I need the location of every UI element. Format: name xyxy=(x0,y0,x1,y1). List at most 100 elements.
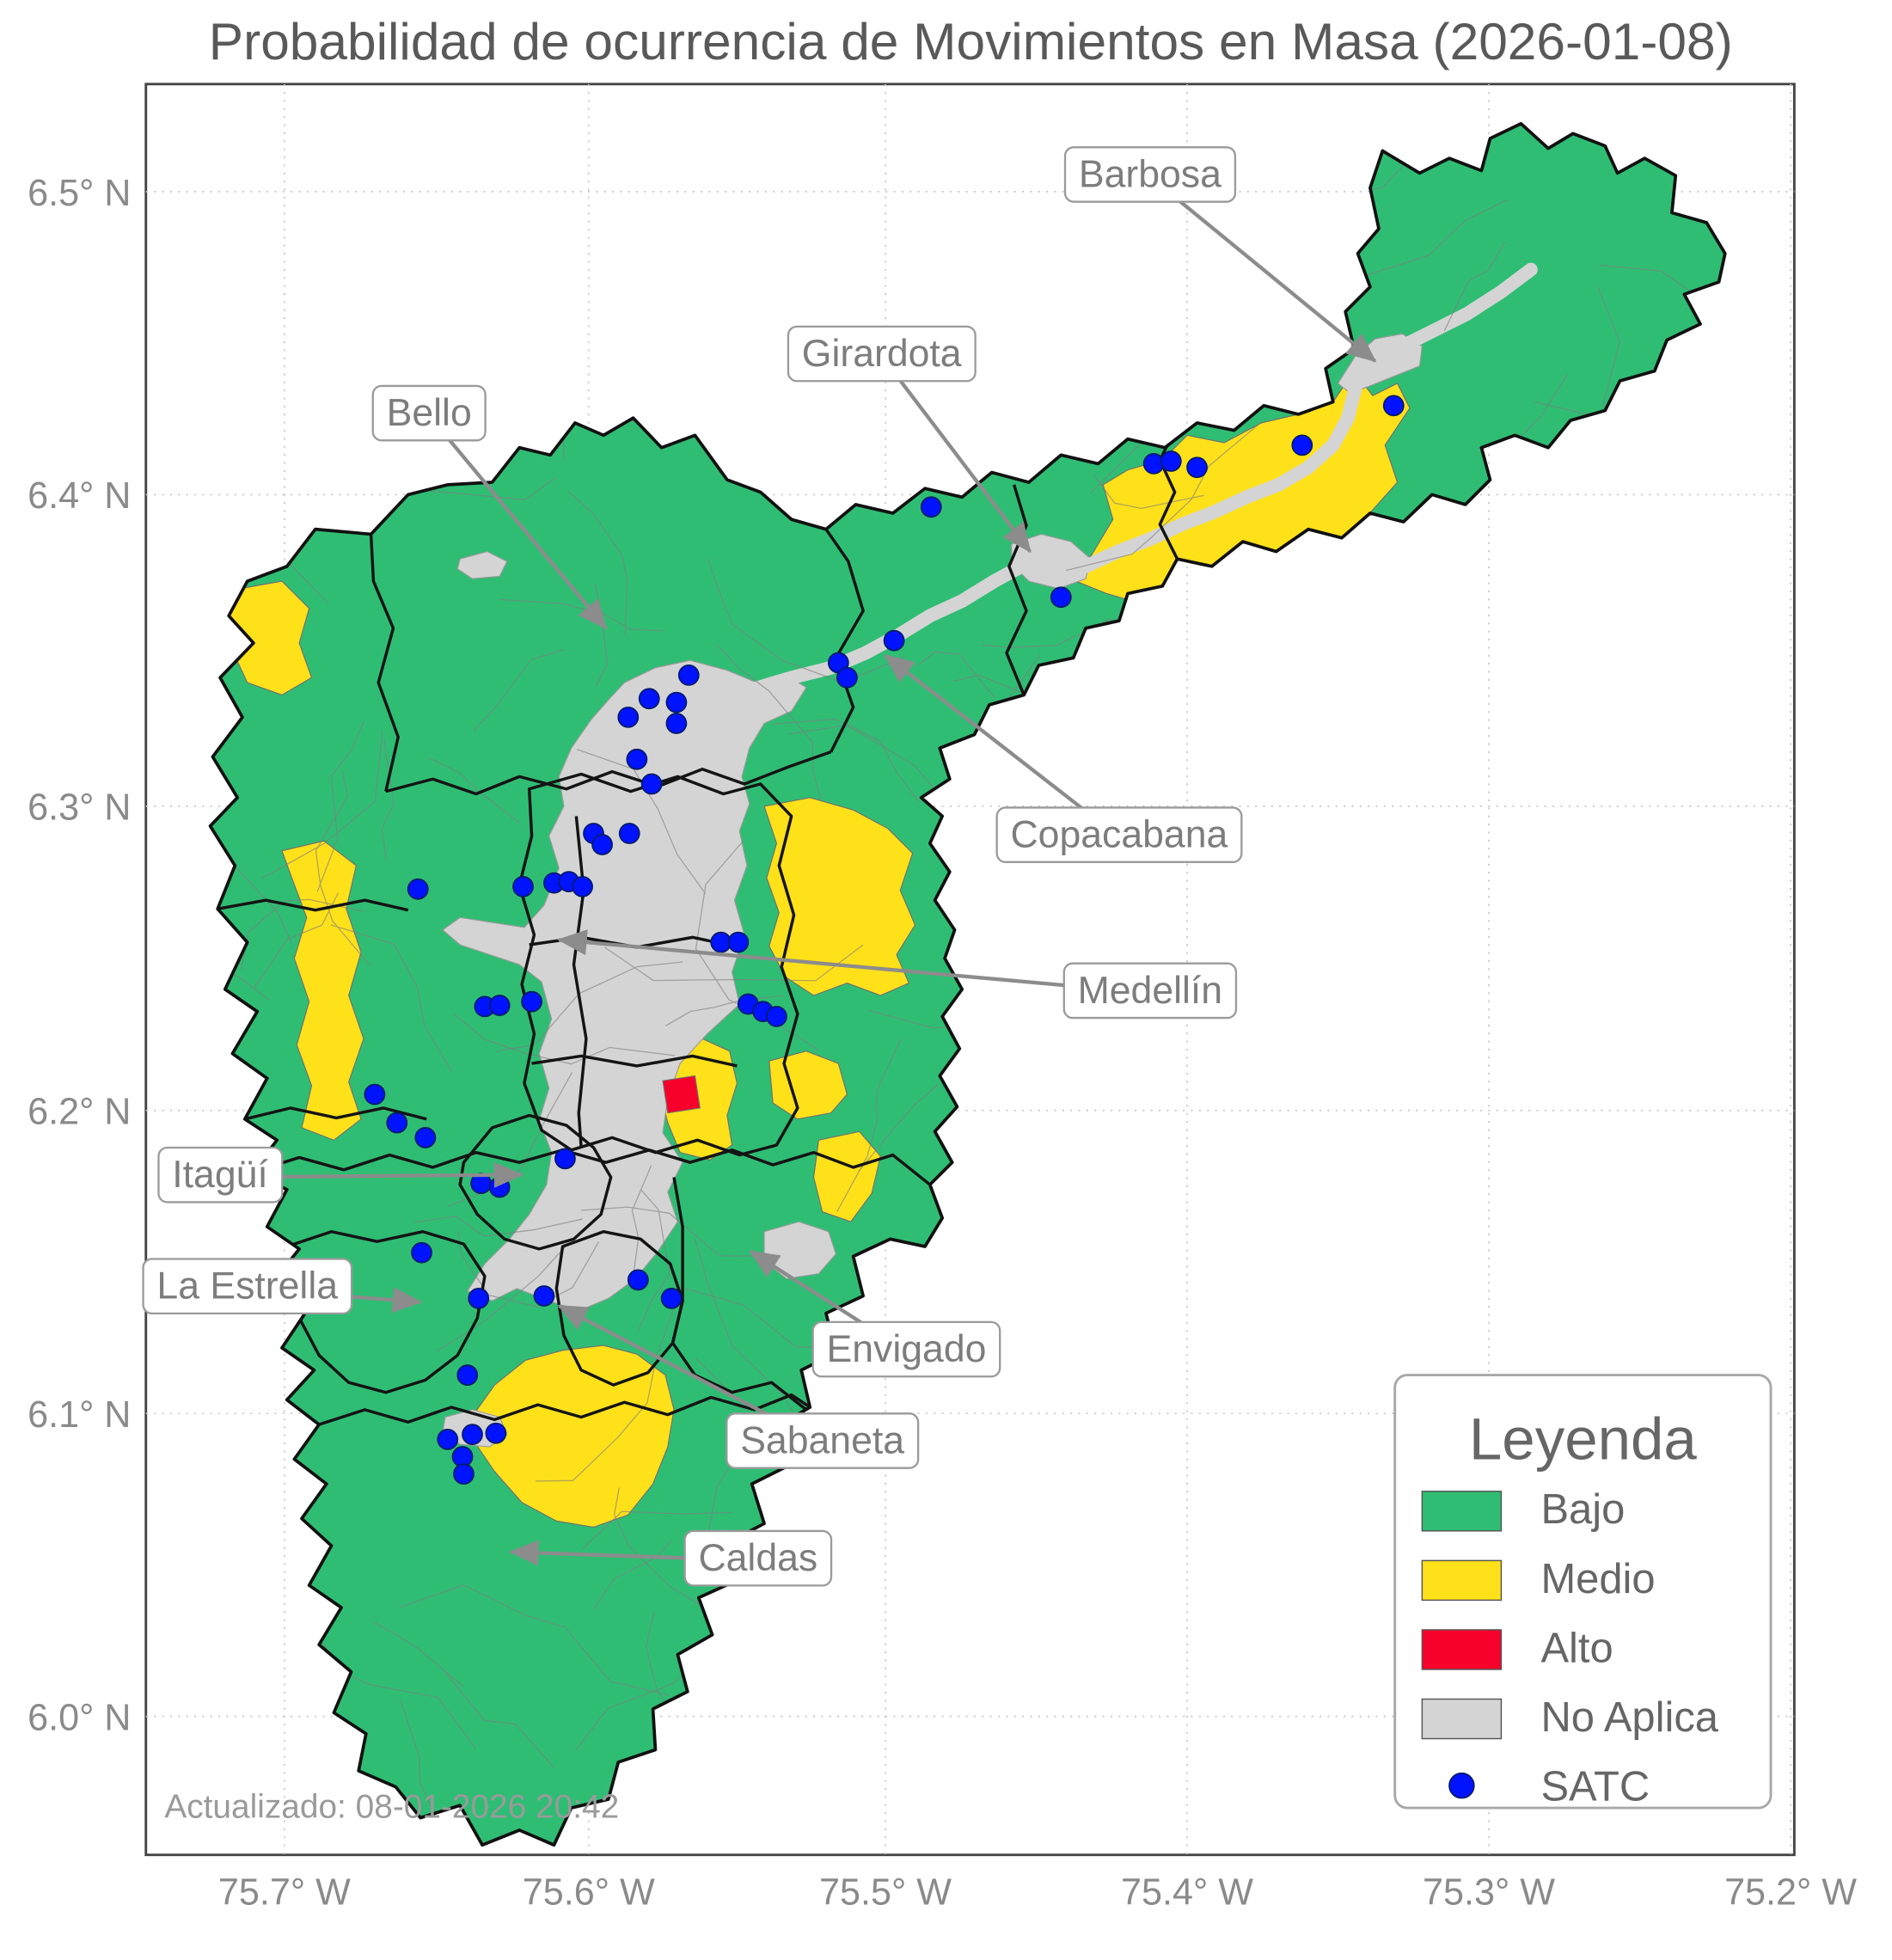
legend-label-satc: SATC xyxy=(1540,1763,1650,1810)
annotation-label-box xyxy=(995,806,1243,863)
legend-swatch-medio xyxy=(1421,1559,1503,1602)
satc-station-dot xyxy=(1142,453,1165,475)
subbasin-line xyxy=(436,1244,568,1352)
satc-station-dot xyxy=(638,688,660,710)
subbasin-line xyxy=(316,721,364,892)
legend-title: Leyenda xyxy=(1469,1405,1697,1472)
x-tick: 75.2° W xyxy=(1724,1871,1857,1913)
legend-label-alto: Alto xyxy=(1540,1625,1613,1671)
annotation-label-box xyxy=(157,1146,284,1204)
subbasin-line xyxy=(413,1216,583,1237)
annotation-barbosa: Barbosa xyxy=(1063,146,1377,363)
subbasin-line xyxy=(452,1013,676,1065)
annotation-label-box xyxy=(371,384,487,442)
x-tick: 75.4° W xyxy=(1121,1871,1253,1913)
satc-station-dot xyxy=(1291,434,1313,456)
subbasin-line xyxy=(457,1231,600,1308)
satc-station-dot xyxy=(414,1127,437,1148)
annotation-medell-n: Medellín xyxy=(557,929,1238,1020)
subbasin-line xyxy=(253,892,340,989)
satc-station-dot xyxy=(727,931,750,953)
satc-station-dot xyxy=(488,995,511,1016)
x-tick: 75.6° W xyxy=(523,1871,655,1913)
subbasin-line xyxy=(1443,242,1506,332)
satc-station-dot xyxy=(766,1006,787,1027)
satc-station-dot xyxy=(411,1241,432,1264)
y-tick: 6.0° N xyxy=(28,1697,131,1738)
subbasin-line xyxy=(581,1206,756,1257)
subbasin-line xyxy=(631,1165,652,1271)
subbasin-line xyxy=(330,924,453,1073)
annotation-girardota: Girardota xyxy=(787,325,1032,554)
satc-station-dot xyxy=(665,713,688,734)
satc-station-dot xyxy=(456,1364,479,1386)
satc-station-dot xyxy=(1382,395,1405,417)
satc-stations xyxy=(364,395,1405,1485)
subbasin-line xyxy=(210,866,270,1001)
satc-station-dot xyxy=(485,1422,507,1444)
annotation-label: Itagüí xyxy=(172,1154,268,1196)
satc-station-dot xyxy=(618,823,640,844)
subbasin-line xyxy=(582,1510,732,1550)
y-tick: 6.3° N xyxy=(28,787,131,829)
x-tick: 75.3° W xyxy=(1423,1871,1555,1913)
risk-zones-medio xyxy=(225,370,1411,1528)
satc-station-dot xyxy=(883,629,905,652)
subbasin-line xyxy=(372,1620,464,1687)
satc-station-dot xyxy=(1050,586,1072,609)
subbasin-line xyxy=(836,1038,902,1212)
satc-station-dot xyxy=(920,496,942,518)
annotation-label-box xyxy=(1062,962,1238,1020)
annotation-arrow xyxy=(557,929,1151,995)
y-axis: 6.5° N 6.4° N 6.3° N 6.2° N 6.1° N 6.0° … xyxy=(28,173,131,1739)
satc-station-dot xyxy=(1186,456,1208,479)
satc-station-dot xyxy=(437,1429,459,1450)
annotation-label: Bello xyxy=(387,392,472,434)
annotation-label: Copacabana xyxy=(1010,814,1228,856)
annotation-label-box xyxy=(787,325,977,383)
satc-station-dot xyxy=(627,1269,649,1291)
subbasin-line xyxy=(315,770,370,966)
satc-station-dot xyxy=(677,665,700,686)
risk-zone-alto xyxy=(662,1075,701,1114)
annotation-caldas: Caldas xyxy=(508,1529,833,1587)
annotation-arrow xyxy=(879,354,1032,554)
subbasin-line xyxy=(576,748,707,895)
annotation-copacabana: Copacabana xyxy=(884,653,1243,863)
subbasin-line xyxy=(428,756,521,824)
subbasin-line xyxy=(1065,421,1262,572)
legend-label-bajo: Bajo xyxy=(1540,1486,1625,1533)
subbasin-line xyxy=(638,1189,670,1331)
satc-station-dot xyxy=(364,1083,386,1106)
subbasin-line xyxy=(400,1584,670,1696)
x-axis: 75.7° W 75.6° W 75.5° W 75.4° W 75.3° W … xyxy=(218,1871,1857,1913)
satc-station-dot xyxy=(617,706,640,728)
satc-station-dot xyxy=(386,1112,408,1134)
satc-station-dot xyxy=(836,666,858,689)
municipality-annotations: Barbosa Girardota Bello Copacabana Medellín I… xyxy=(142,146,1377,1587)
legend-swatch-no-aplica xyxy=(1421,1698,1503,1740)
satc-station-dot xyxy=(521,990,542,1013)
subbasin-line xyxy=(261,731,383,879)
subbasin-line xyxy=(593,1540,672,1610)
annotation-label-box xyxy=(811,1320,1001,1378)
page-title: Probabilidad de ocurrencia de Movimiento… xyxy=(209,12,1733,70)
subbasin-line xyxy=(789,724,920,804)
annotation-label-box xyxy=(726,1412,920,1469)
x-tick: 75.5° W xyxy=(819,1871,952,1913)
subbasin-line xyxy=(444,1672,554,1768)
subbasin-line xyxy=(717,645,822,801)
subbasin-line xyxy=(473,649,564,732)
annotation-label: Sabaneta xyxy=(740,1419,904,1461)
satc-station-dot xyxy=(591,834,613,855)
subbasin-line xyxy=(400,1700,441,1828)
annotation-label-box xyxy=(1063,146,1237,203)
satc-station-dot xyxy=(488,1176,511,1198)
satc-station-dot xyxy=(640,773,663,795)
satc-station-dot xyxy=(554,1148,576,1170)
y-tick: 6.1° N xyxy=(28,1394,131,1436)
annotation-label: Girardota xyxy=(802,333,962,375)
legend-label-medio: Medio xyxy=(1540,1556,1655,1602)
